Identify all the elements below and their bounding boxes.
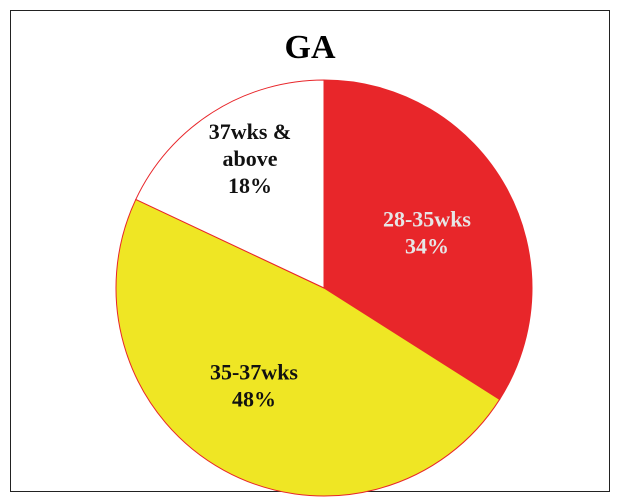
slice-label-0: 28-35wks 34% <box>383 207 471 259</box>
chart-title: GA <box>284 29 336 66</box>
pie-slice-35-37wks <box>115 198 501 497</box>
pie-slice-37wks-above <box>135 79 325 289</box>
slice-label-2: 37wks & above 18% <box>209 119 292 198</box>
pie-slice-28-35wks <box>323 79 533 401</box>
slice-label-1: 35-37wks 48% <box>210 360 298 412</box>
